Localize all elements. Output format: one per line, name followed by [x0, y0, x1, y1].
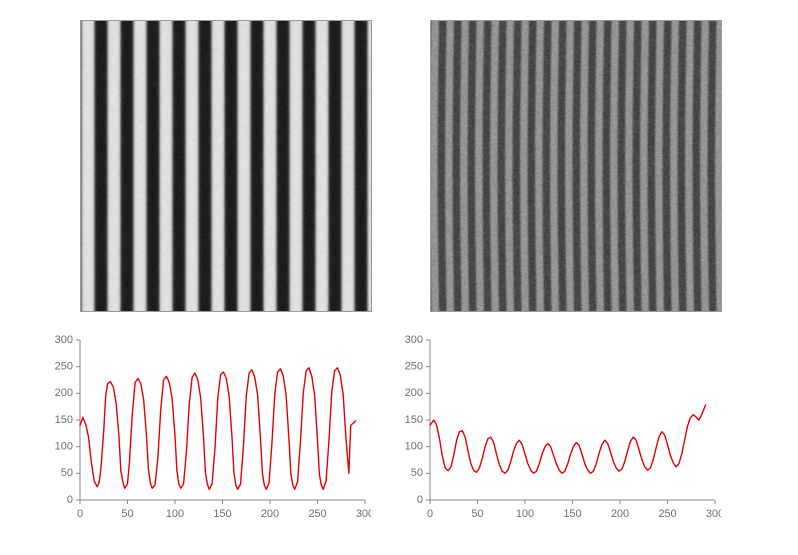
svg-text:0: 0 [427, 508, 433, 520]
svg-text:200: 200 [261, 508, 279, 520]
chart-svg-left: 0 50 100 150 200 250 300 0 50 100 150 200 250 300 [46, 332, 371, 526]
svg-text:300: 300 [55, 334, 73, 346]
svg-text:50: 50 [471, 508, 483, 520]
svg-text:0: 0 [77, 508, 83, 520]
svg-text:100: 100 [516, 508, 534, 520]
svg-text:50: 50 [61, 467, 73, 479]
svg-text:0: 0 [417, 494, 423, 506]
image-panel-left [80, 20, 372, 312]
chart-svg-right: 0 50 100 150 200 250 300 0 50 100 150 200 250 300 [396, 332, 721, 526]
profile-chart-right: 0 50 100 150 200 250 300 0 50 100 150 200 250 300 [396, 332, 721, 526]
svg-text:200: 200 [405, 387, 423, 399]
svg-text:300: 300 [405, 334, 423, 346]
svg-text:250: 250 [658, 508, 676, 520]
svg-text:50: 50 [411, 467, 423, 479]
svg-text:150: 150 [563, 508, 581, 520]
svg-text:100: 100 [166, 508, 184, 520]
svg-text:250: 250 [405, 361, 423, 373]
svg-text:0: 0 [67, 494, 73, 506]
svg-text:300: 300 [706, 508, 721, 520]
svg-text:300: 300 [356, 508, 371, 520]
profile-chart-left: 0 50 100 150 200 250 300 0 50 100 150 200 250 300 [46, 332, 371, 526]
svg-text:150: 150 [213, 508, 231, 520]
svg-text:250: 250 [55, 361, 73, 373]
image-canvas-left [81, 21, 371, 311]
image-panel-right [430, 20, 722, 312]
svg-text:200: 200 [611, 508, 629, 520]
image-canvas-right [431, 21, 721, 311]
svg-text:150: 150 [55, 414, 73, 426]
svg-text:100: 100 [55, 441, 73, 453]
svg-text:50: 50 [121, 508, 133, 520]
svg-text:150: 150 [405, 414, 423, 426]
svg-text:200: 200 [55, 387, 73, 399]
svg-text:250: 250 [308, 508, 326, 520]
svg-text:100: 100 [405, 441, 423, 453]
